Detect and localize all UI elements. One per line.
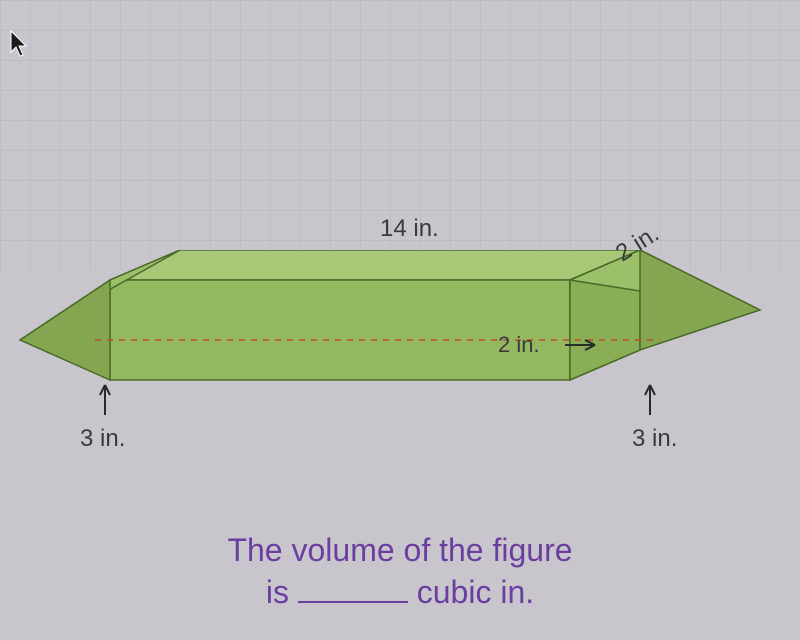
question-line2: is cubic in. xyxy=(0,572,800,614)
label-height: 2 in. xyxy=(498,332,540,358)
label-right-point: 3 in. xyxy=(632,425,677,453)
arrow-right-up xyxy=(645,385,655,415)
question-text: The volume of the figure is cubic in. xyxy=(0,530,800,613)
answer-blank[interactable] xyxy=(298,601,408,603)
question-line1: The volume of the figure xyxy=(0,530,800,572)
prism-top-face xyxy=(110,250,640,280)
prism-front-face xyxy=(110,280,570,380)
arrow-left-up xyxy=(100,385,110,415)
left-pyramid-front xyxy=(20,280,110,380)
cursor-icon xyxy=(10,30,30,63)
label-top-length: 14 in. xyxy=(380,215,439,243)
geometry-figure: 14 in. 2 in. 2 in. 3 in. 3 in. xyxy=(0,250,800,480)
label-left-point: 3 in. xyxy=(80,425,125,453)
right-pyramid-front xyxy=(640,250,760,350)
